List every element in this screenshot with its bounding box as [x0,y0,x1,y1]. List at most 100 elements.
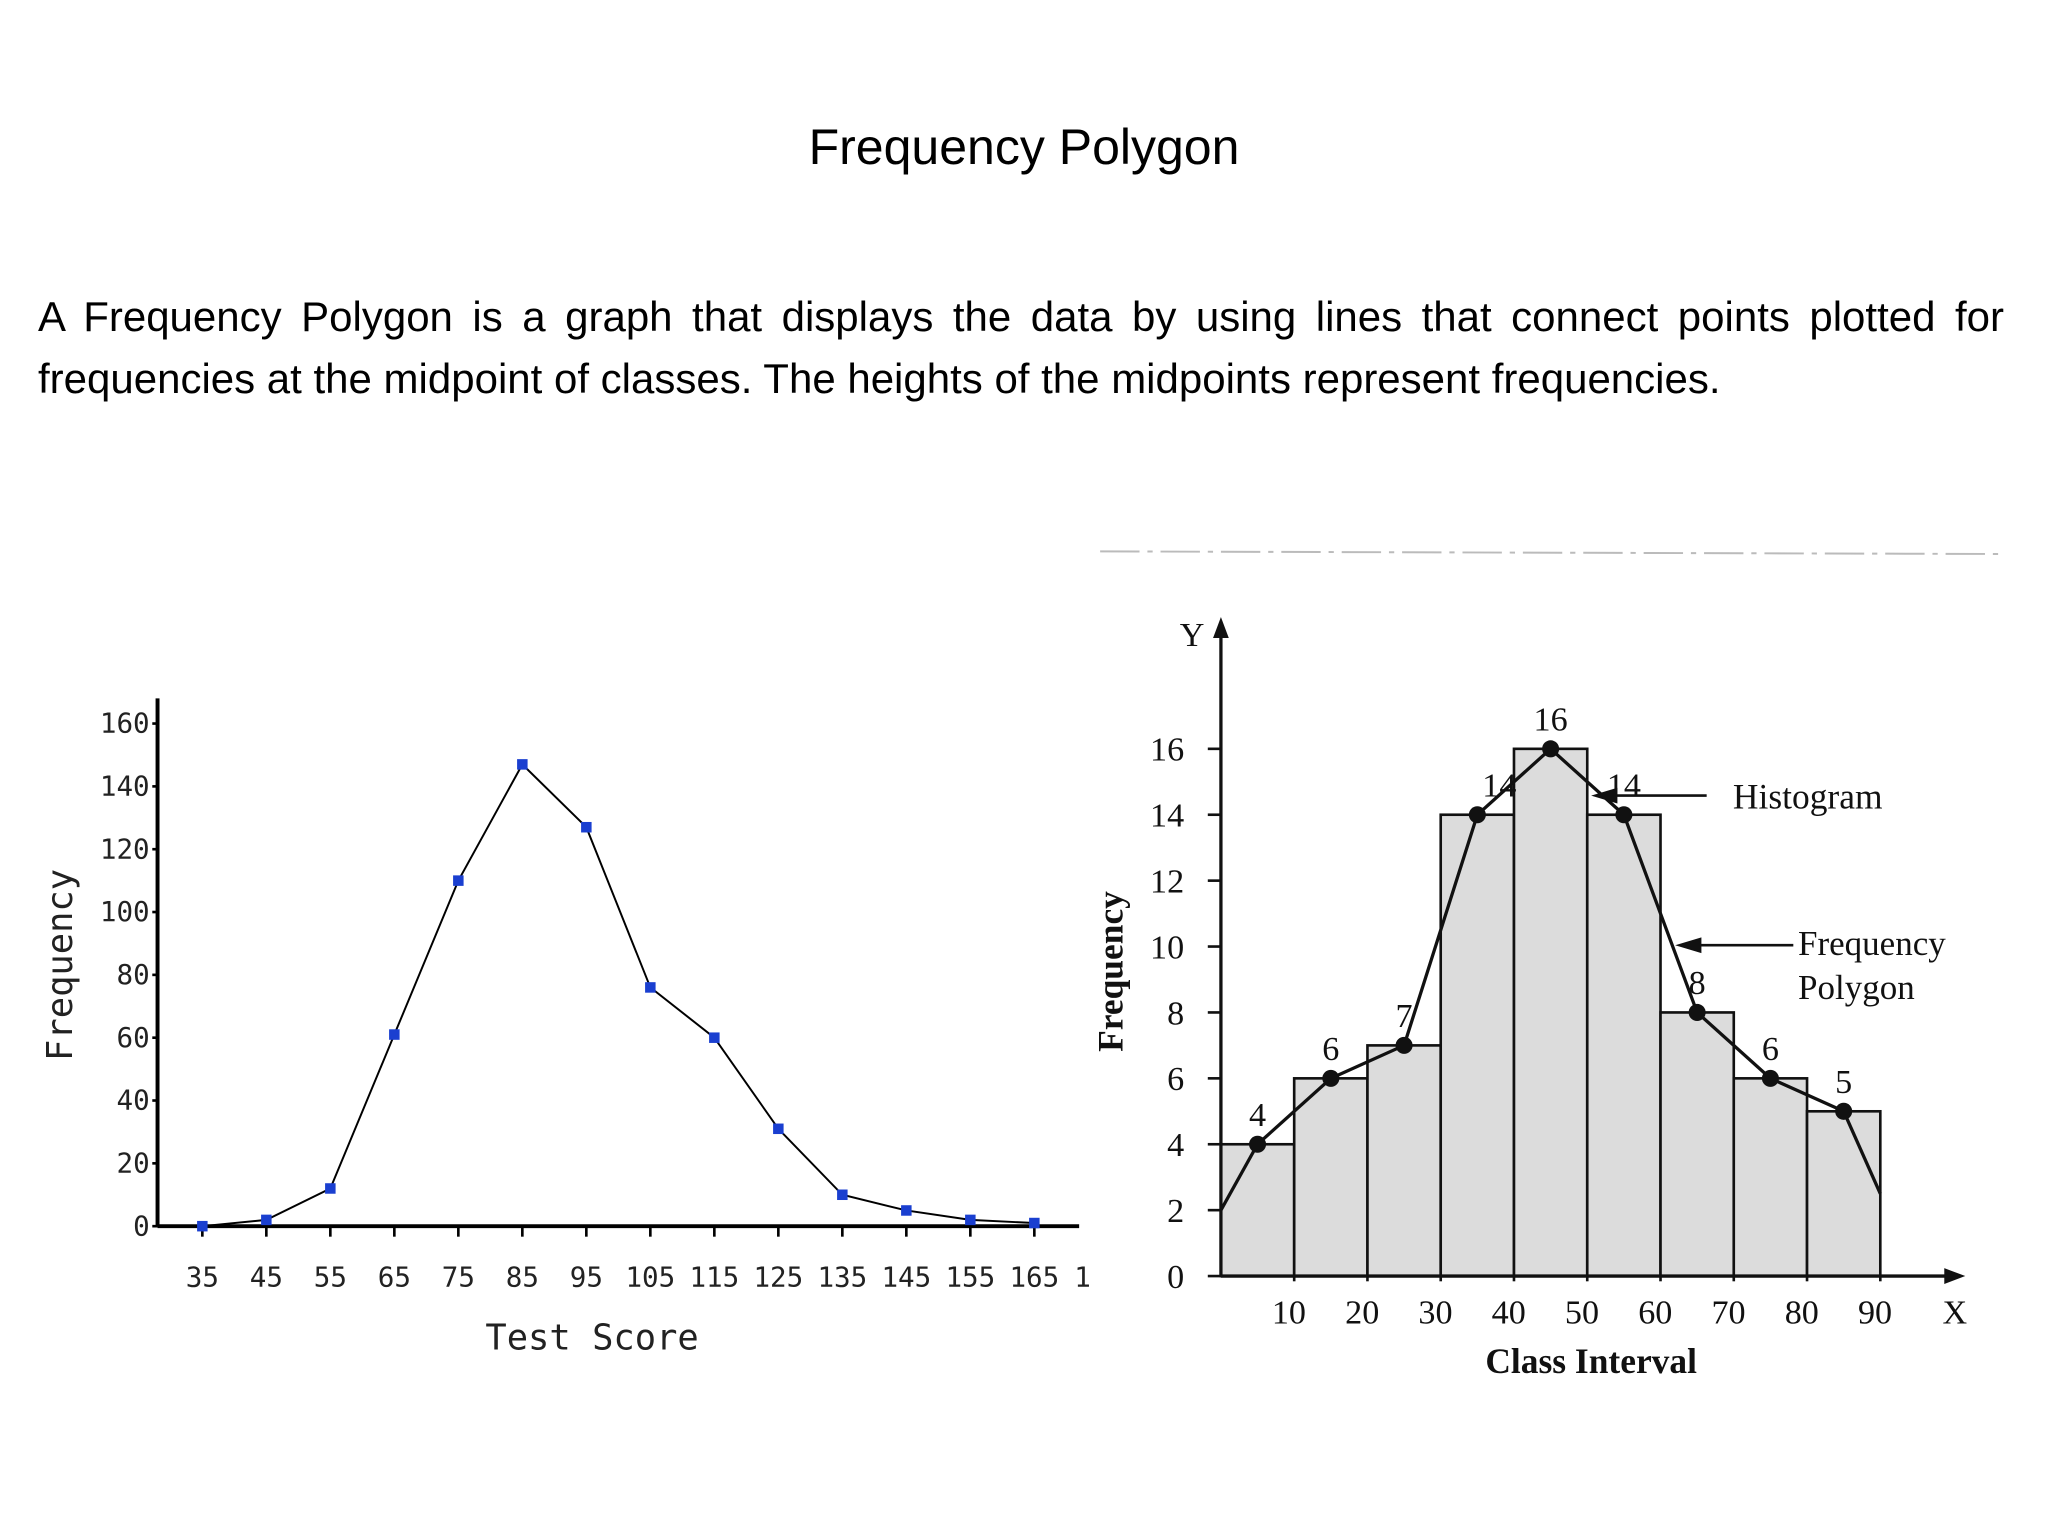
polygon-point [1542,740,1560,758]
data-label: 8 [1689,965,1706,1002]
y-tick-label: 4 [1167,1127,1184,1164]
bar [1439,813,1516,1278]
marker [965,1214,976,1226]
y-axis-label: Frequency [1090,891,1130,1052]
y-tick-label: 16 [1150,732,1184,769]
annotation: Frequency Polygon [1798,924,1946,1007]
y-tick-label: 0 [1167,1259,1184,1296]
marker [837,1189,848,1201]
polygon-point [1688,1003,1706,1021]
marker [389,1029,400,1040]
x-axis-label: Class Interval [1485,1341,1697,1381]
polygon-point [1835,1102,1853,1120]
marker [325,1183,336,1194]
x-tick-label: 115 [689,1262,739,1294]
y-tick-label: 20 [116,1148,149,1180]
marker [709,1032,720,1043]
data-label: 7 [1396,998,1413,1035]
x-tick-label: 50 [1565,1294,1599,1331]
polygon-point [1761,1069,1779,1087]
y-arrow [1213,617,1229,639]
x-tick-label: 40 [1492,1294,1526,1331]
bar [1512,747,1589,1278]
bar [1805,1109,1882,1278]
x-tick-label: 35 [186,1262,219,1294]
polygon-point [1395,1036,1413,1054]
x-tick-label: 60 [1638,1294,1672,1331]
polygon-point [1249,1135,1267,1153]
data-label: 5 [1835,1064,1852,1101]
marker [581,821,592,833]
bar [1366,1044,1443,1278]
y-tick-label: 0 [133,1210,150,1242]
y-tick-label: 12 [1150,863,1184,900]
x-tick-label: 55 [314,1262,347,1294]
x-tick-label: 145 [881,1262,931,1294]
y-tick-label: 6 [1167,1061,1184,1098]
x-tick-label: 70 [1711,1294,1745,1331]
decor-line [1100,550,2006,555]
marker [517,759,528,770]
paragraph: A Frequency Polygon is a graph that disp… [38,293,2004,402]
x-tick-label: 165 [1009,1262,1059,1294]
x-axis-label: Test Score [485,1318,698,1359]
bar [1659,1011,1736,1278]
y-tick-label: 60 [116,1022,149,1054]
marker [1029,1217,1040,1229]
marker [197,1220,208,1232]
x-tick-label: 125 [753,1262,803,1294]
marker [773,1123,784,1135]
y-tick-label: 120 [100,833,150,865]
x-tick-label: 85 [506,1262,539,1294]
polygon-extension [1219,1143,1259,1211]
data-label: 6 [1762,1031,1779,1068]
x-tick-label: 155 [945,1262,995,1294]
x-tick-label: 45 [250,1262,283,1294]
y-tick-label: 2 [1167,1193,1184,1230]
chart-2: Y X 0 2 4 6 8 10 12 14 16 10 20 30 40 50 60 70 80 90 Class I… [1090,617,1967,1381]
data-label: 4 [1249,1097,1266,1134]
marker [901,1205,912,1216]
y-tick-label: 40 [116,1085,149,1117]
y-tick-label: 80 [116,959,149,991]
marker [261,1214,272,1226]
data-label: 6 [1322,1031,1339,1068]
y-tick-label: 100 [100,896,150,928]
polygon-point [1322,1069,1340,1087]
x-arrow [1944,1268,1966,1284]
x-tick-label: 1 [1074,1262,1091,1294]
x-axis-name: X [1942,1294,1967,1331]
line [202,762,1035,1228]
annotation: Histogram [1733,777,1883,817]
x-tick-label: 80 [1785,1294,1819,1331]
bar [1292,1077,1369,1278]
y-tick-label: 8 [1167,995,1184,1032]
x-tick-label: 135 [817,1262,867,1294]
x-tick-label: 95 [570,1262,603,1294]
x-tick-label: 10 [1272,1294,1306,1331]
bar [1585,813,1662,1278]
marker [645,982,656,993]
data-label: 16 [1534,701,1568,738]
arrow-head [1675,937,1702,954]
y-tick-label: 10 [1150,929,1184,966]
marker [453,875,464,886]
x-tick-label: 75 [442,1262,475,1294]
y-tick-label: 14 [1150,798,1184,835]
arrow-head [1591,787,1618,804]
x-tick-label: 65 [378,1262,411,1294]
polygon-extension [1842,1110,1882,1195]
y-axis-name: Y [1180,617,1205,654]
slide-title: Frequency Polygon [808,119,1240,175]
polygon-point [1468,806,1486,824]
y-tick-label: 140 [100,771,150,803]
bar [1219,1142,1296,1278]
x-tick-label: 105 [625,1262,675,1294]
x-tick-label: 20 [1345,1294,1379,1331]
y-axis-label: Frequency [40,869,81,1061]
x-tick-label: 90 [1858,1294,1892,1331]
x-tick-label: 30 [1418,1294,1452,1331]
